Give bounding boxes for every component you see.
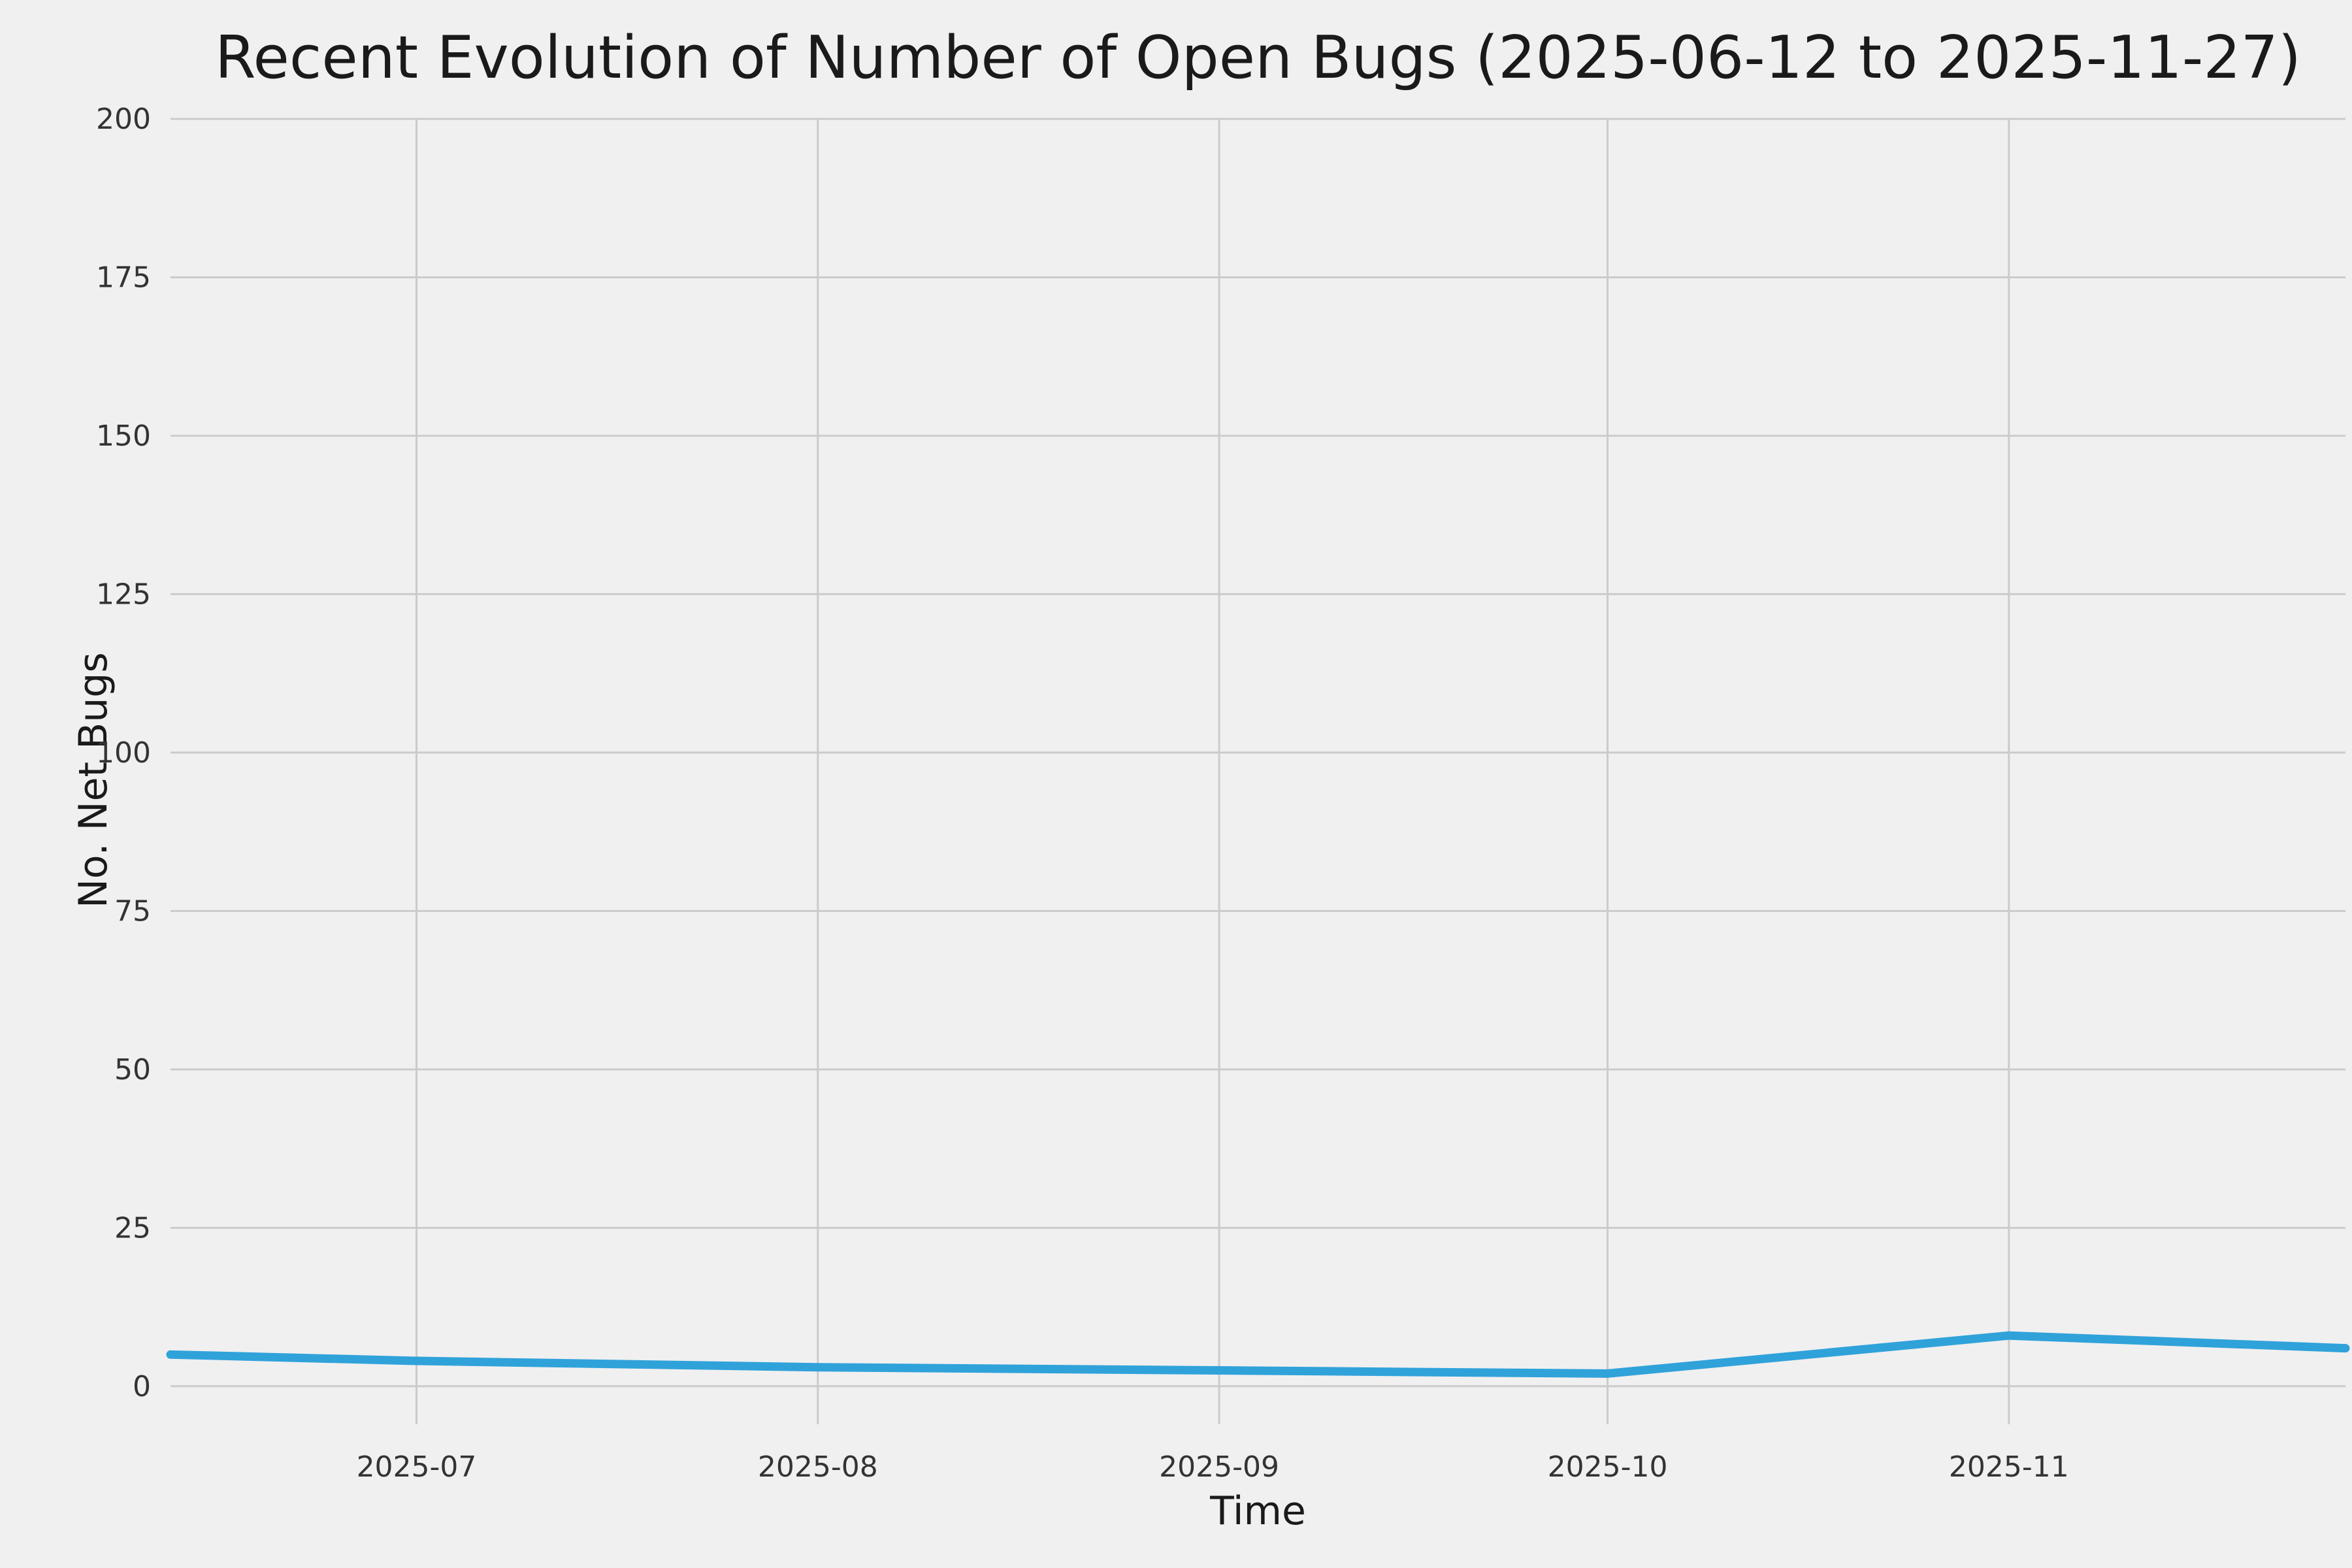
x-tick-label: 2025-07 [357, 1450, 477, 1484]
x-tick-label: 2025-11 [1949, 1450, 2069, 1484]
y-tick-label: 150 [96, 419, 151, 453]
y-tick-label: 200 [96, 103, 151, 136]
y-tick-label: 75 [114, 894, 151, 928]
y-tick-label: 50 [114, 1053, 151, 1086]
chart-title: Recent Evolution of Number of Open Bugs … [214, 24, 2302, 92]
x-tick-label: 2025-09 [1159, 1450, 1279, 1484]
x-axis-label: Time [1210, 1488, 1306, 1534]
y-tick-label: 100 [96, 736, 151, 770]
x-tick-label: 2025-08 [758, 1450, 878, 1484]
x-tick-label: 2025-10 [1548, 1450, 1668, 1484]
y-tick-label: 175 [96, 261, 151, 294]
y-tick-label: 0 [133, 1370, 151, 1403]
y-tick-label: 25 [114, 1211, 151, 1245]
y-tick-label: 125 [96, 578, 151, 611]
open-bugs-line-series [166, 1331, 2350, 1378]
